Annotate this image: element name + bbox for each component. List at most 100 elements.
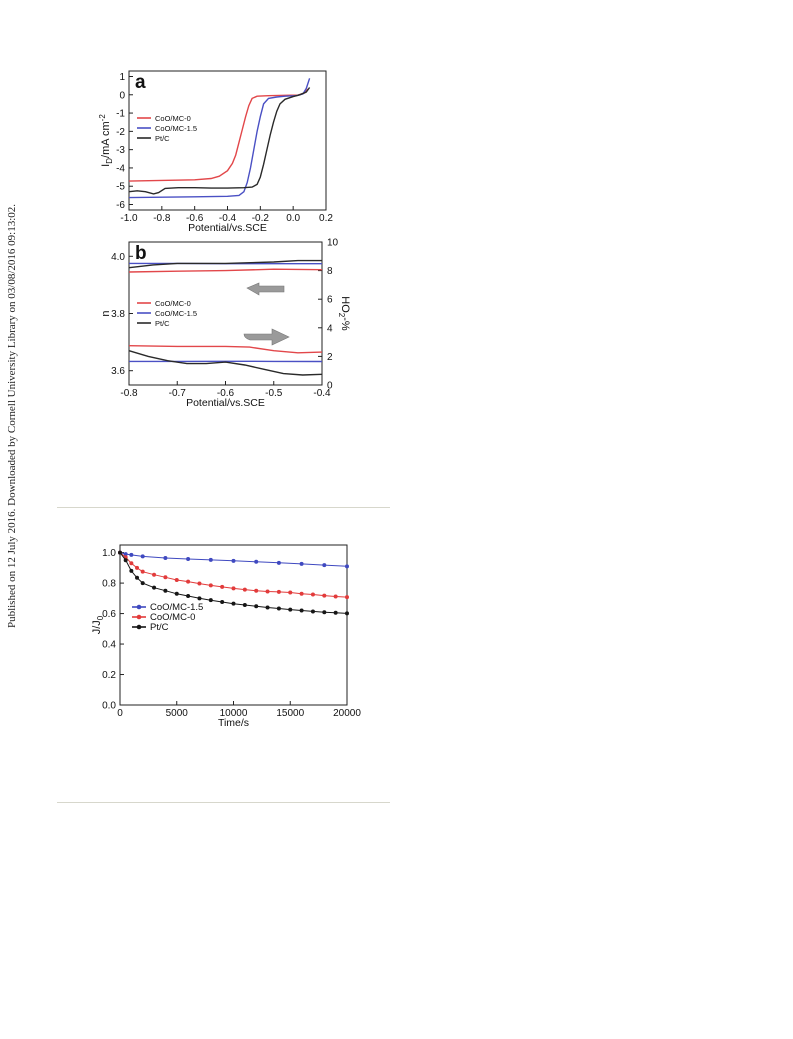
y-tick-label: 0.0 <box>102 701 116 712</box>
legend-label: CoO/MC-0 <box>155 114 191 123</box>
y-tick-label: -2 <box>116 127 125 138</box>
legend-marker <box>136 624 142 630</box>
data-point <box>140 554 145 559</box>
data-point <box>254 588 259 593</box>
data-point <box>123 552 128 557</box>
y-tick-label: 0.2 <box>102 670 116 681</box>
data-point <box>254 604 259 609</box>
data-point <box>163 588 168 593</box>
panel-label: a <box>135 72 146 93</box>
y-tick-label: 3.6 <box>111 366 125 377</box>
x-tick-label: 0.2 <box>319 213 333 224</box>
series-line <box>128 345 323 354</box>
data-point <box>345 564 349 569</box>
y2-tick-label: 10 <box>327 238 339 249</box>
x-tick-label: 5000 <box>166 708 189 719</box>
legend-marker <box>136 604 142 610</box>
data-point <box>163 555 168 560</box>
data-point <box>118 550 122 555</box>
divider-bottom <box>57 802 390 803</box>
x-tick-label: -0.5 <box>265 388 283 399</box>
data-point <box>140 581 145 586</box>
chart-stability: 0 5000 10000 15000 20000 0.0 0.2 0.4 0.6 0.8 1.0 Ti… <box>91 544 361 729</box>
panel-label: b <box>135 243 147 264</box>
y2-tick-label: 0 <box>327 381 333 392</box>
series-line <box>128 350 323 376</box>
data-point <box>152 585 157 590</box>
x-tick-label: 0 <box>117 708 123 719</box>
data-point <box>322 563 327 568</box>
series-line <box>128 268 323 273</box>
x-tick-label: -0.4 <box>219 213 237 224</box>
legend-label: CoO/MC-1.5 <box>155 309 197 318</box>
y2-tick-label: 6 <box>327 295 333 306</box>
y-tick-label: -4 <box>116 163 125 174</box>
y2-tick-label: 2 <box>327 352 333 363</box>
data-point <box>197 596 202 601</box>
data-point <box>129 561 134 566</box>
data-point <box>123 558 128 563</box>
y-tick-label: 1.0 <box>102 548 116 559</box>
y-tick-label: 0.4 <box>102 640 116 651</box>
data-point <box>152 572 157 577</box>
y-axis-label: ID/mA cm-2 <box>98 114 114 167</box>
series-line <box>128 259 322 269</box>
y-axis-label: n <box>100 310 112 316</box>
data-point <box>197 581 202 586</box>
x-tick-label: 15000 <box>276 708 304 719</box>
y-tick-label: 0 <box>119 90 125 101</box>
y-tick-label: -3 <box>116 145 125 156</box>
data-point <box>231 558 236 563</box>
data-point <box>242 587 247 592</box>
data-point <box>276 606 281 611</box>
data-point <box>333 594 338 599</box>
y2-tick-label: 4 <box>327 323 333 334</box>
data-point <box>333 610 338 615</box>
data-point <box>288 590 293 595</box>
data-point <box>208 598 213 603</box>
x-axis-label: Time/s <box>218 717 249 729</box>
x-tick-label: 10000 <box>220 708 248 719</box>
arrow-right-icon <box>243 328 290 346</box>
data-point <box>322 610 327 615</box>
series-line <box>128 87 311 195</box>
legend-label: CoO/MC-1.5 <box>150 602 203 613</box>
x-tick-label: -0.4 <box>313 388 331 399</box>
data-point <box>299 608 304 613</box>
data-point <box>265 589 270 594</box>
data-point <box>310 592 315 597</box>
data-point <box>220 599 225 604</box>
data-point <box>299 561 304 566</box>
x-axis-label: Potential/vs.SCE <box>186 397 265 409</box>
x-axis-label: Potential/vs.SCE <box>188 222 267 234</box>
data-point <box>231 586 236 591</box>
data-point <box>322 593 327 598</box>
data-point <box>186 579 191 584</box>
legend-label: CoO/MC-0 <box>155 299 191 308</box>
x-tick-label: -0.8 <box>153 213 171 224</box>
data-point <box>345 595 349 600</box>
x-tick-label: -0.8 <box>120 388 138 399</box>
y-axis-label: J/J0 <box>91 615 105 634</box>
legend-marker <box>136 614 142 620</box>
y-tick-label: 4.0 <box>111 252 125 263</box>
y-tick-label: 1 <box>119 72 125 83</box>
data-point <box>140 569 145 574</box>
y-tick-label: -5 <box>116 182 125 193</box>
y2-axis-label: HO2-% <box>337 296 351 331</box>
data-point <box>265 605 270 610</box>
legend-label: CoO/MC-1.5 <box>155 124 197 133</box>
data-point <box>163 575 168 580</box>
data-point <box>129 568 134 573</box>
data-point <box>186 557 191 562</box>
chart-panel-b: -0.8 -0.7 -0.6 -0.5 -0.4 3.6 3.8 4.0 0 2 4 6 8 10 Pote… <box>100 238 351 410</box>
data-point <box>186 594 191 599</box>
data-point <box>174 591 179 596</box>
x-tick-label: -0.6 <box>217 388 235 399</box>
divider-top <box>57 507 390 508</box>
data-point <box>345 611 349 616</box>
x-tick-label: -0.6 <box>186 213 204 224</box>
data-point <box>242 603 247 608</box>
x-tick-label: -0.7 <box>169 388 187 399</box>
y-tick-label: -1 <box>116 109 125 120</box>
